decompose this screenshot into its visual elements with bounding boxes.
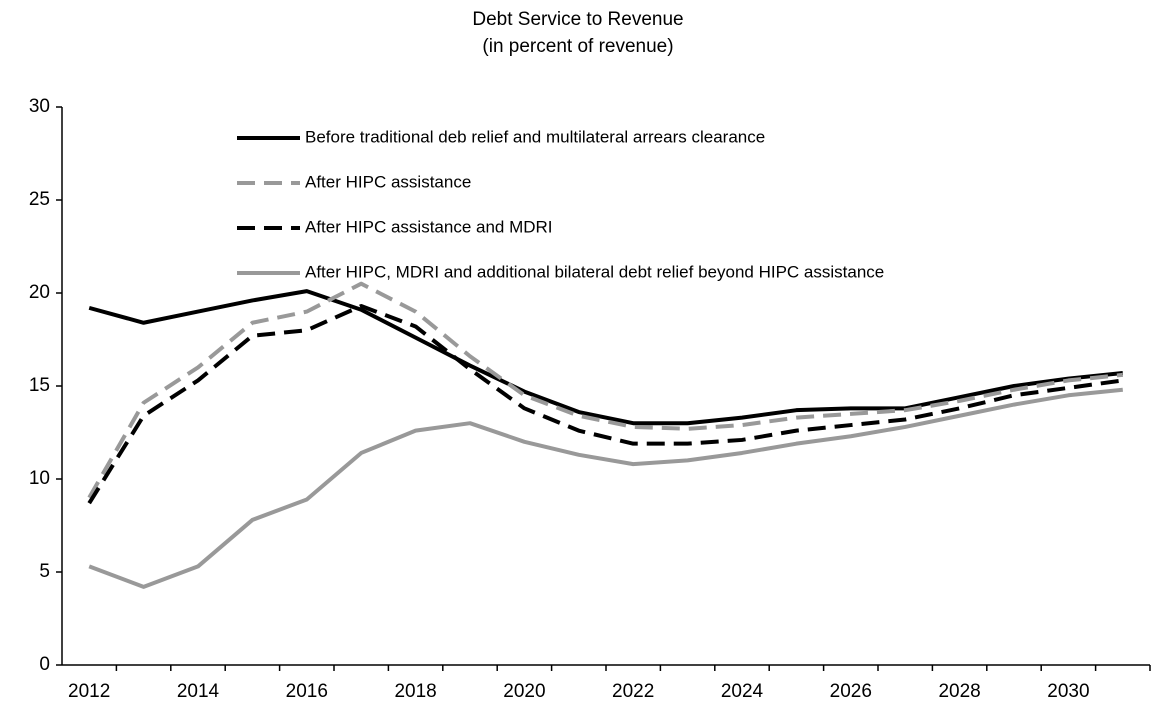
y-tick-label: 15	[29, 375, 50, 396]
x-tick-label: 2020	[503, 681, 545, 702]
y-tick-label: 30	[29, 96, 50, 117]
legend-label: After HIPC assistance	[305, 172, 471, 191]
x-tick-label: 2018	[394, 681, 436, 702]
y-tick-label: 0	[39, 654, 50, 675]
series-line	[88, 387, 1124, 589]
x-tick-label: 2014	[177, 681, 220, 702]
x-tick-label: 2024	[721, 681, 764, 702]
x-tick-label: 2012	[68, 681, 110, 702]
chart-title: Debt Service to Revenue	[472, 9, 683, 30]
x-tick-label: 2026	[830, 681, 872, 702]
y-tick-label: 25	[29, 189, 50, 210]
legend-label: After HIPC assistance and MDRI	[305, 217, 553, 236]
legend-label: Before traditional deb relief and multil…	[305, 127, 765, 146]
y-tick-label: 10	[29, 468, 50, 489]
chart-subtitle: (in percent of revenue)	[482, 36, 673, 57]
legend-label: After HIPC, MDRI and additional bilatera…	[305, 262, 884, 281]
x-tick-label: 2030	[1047, 681, 1089, 702]
series-line	[87, 281, 1124, 499]
x-tick-label: 2028	[938, 681, 980, 702]
x-tick-label: 2016	[286, 681, 328, 702]
x-tick-label: 2022	[612, 681, 654, 702]
y-tick-label: 20	[29, 282, 50, 303]
series-line	[87, 304, 1124, 505]
y-tick-label: 5	[39, 561, 50, 582]
series-line	[88, 289, 1124, 426]
